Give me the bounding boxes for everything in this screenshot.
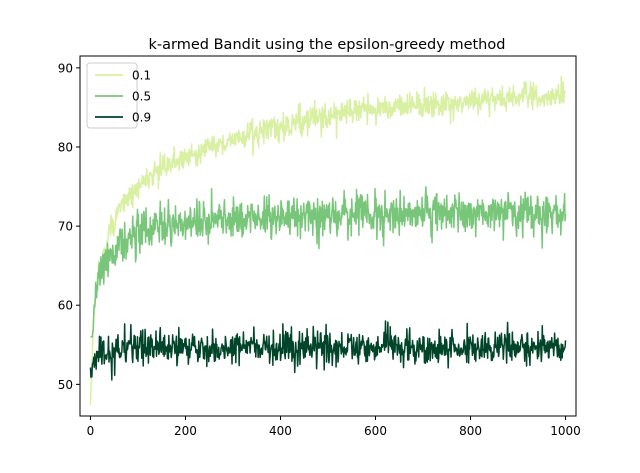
x-tick-label: 1000 [550,424,581,438]
legend-label: 0.1 [132,69,151,83]
x-tick-label: 0 [87,424,95,438]
x-tick-label: 400 [269,424,292,438]
series-line-0.1 [89,75,567,405]
y-tick-label: 70 [58,220,73,234]
x-tick-label: 600 [364,424,387,438]
legend-label: 0.9 [132,111,151,125]
series-line-0.9 [89,320,567,381]
x-tick-label: 200 [174,424,197,438]
plot-lines [89,75,567,405]
plot-frame [79,55,577,417]
y-tick-label: 60 [58,299,73,313]
y-tick-label: 80 [58,140,73,154]
legend-label: 0.5 [132,90,151,104]
legend: 0.1 0.5 0.9 [86,62,151,129]
series-line-0.5 [90,186,567,338]
y-tick-label: 90 [58,61,73,75]
chart-title: k-armed Bandit using the epsilon-greedy … [149,37,506,53]
y-axis: 50 60 70 80 90 [58,61,80,392]
x-tick-label: 800 [459,424,482,438]
y-tick-label: 50 [58,378,73,392]
x-axis: 0 200 400 600 800 1000 [87,416,581,438]
